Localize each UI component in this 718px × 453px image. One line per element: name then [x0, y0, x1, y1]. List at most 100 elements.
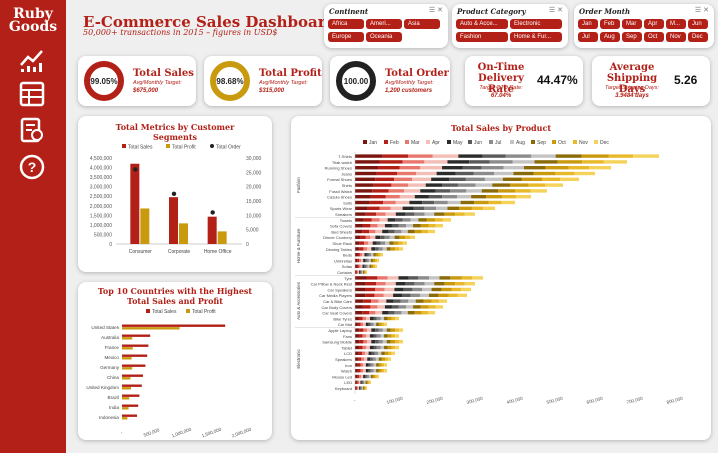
slicer-month-tools[interactable]: ☰ ✕ — [694, 7, 709, 14]
month-segment — [368, 258, 371, 263]
month-segment — [385, 212, 396, 216]
month-segment — [370, 235, 376, 239]
legend-label: Total Profit — [192, 309, 216, 315]
month-segment — [355, 357, 359, 361]
month-segment — [358, 316, 363, 321]
order-point — [133, 167, 138, 172]
month-segment — [455, 282, 465, 286]
month-segment — [407, 229, 415, 234]
month-segment — [425, 183, 443, 187]
month-segment — [355, 328, 360, 332]
month-segment — [357, 386, 359, 390]
legend-label: Nov — [579, 140, 588, 146]
month-segment — [360, 322, 364, 326]
sales-bar — [122, 394, 140, 397]
slicer-chip[interactable]: Electronic — [510, 19, 562, 29]
slicer-chip[interactable]: Dec — [688, 32, 708, 42]
month-segment — [384, 334, 388, 338]
kpi-ring: 100.00 — [336, 61, 376, 101]
slicer-chip[interactable]: Jan — [578, 19, 598, 29]
legend-swatch — [166, 144, 170, 148]
month-segment — [422, 200, 435, 205]
help-icon[interactable]: ? — [18, 153, 46, 181]
month-segment — [486, 195, 502, 199]
table-icon[interactable] — [18, 80, 46, 108]
segment-chart-card: Total Metrics by Customer Segments Total… — [78, 116, 272, 272]
month-segment — [442, 195, 458, 199]
month-segment — [359, 270, 361, 274]
slicer-category-tools[interactable]: ☰ ✕ — [548, 7, 563, 14]
slicer-chip[interactable]: Apr — [644, 19, 664, 29]
slicer-chip[interactable]: Ameri... — [366, 19, 402, 29]
month-segment — [355, 171, 377, 176]
legend-swatch — [186, 309, 190, 313]
slicer-chip[interactable]: Auto & Acce... — [456, 19, 508, 29]
month-segment — [385, 195, 400, 199]
month-segment — [378, 363, 382, 367]
month-segment — [395, 212, 406, 216]
y-tick-label: 1,500,000 — [90, 213, 112, 219]
slicer-chip[interactable]: Mar — [622, 19, 642, 29]
report-icon[interactable] — [18, 116, 46, 144]
month-segment — [362, 270, 364, 274]
month-segment — [403, 287, 413, 292]
slicer-chip[interactable]: Jul — [578, 32, 598, 42]
month-segment — [361, 374, 364, 379]
profit-bar — [140, 208, 150, 244]
slicer-chip[interactable]: Fashion — [456, 32, 508, 42]
month-segment — [361, 386, 363, 390]
month-segment — [359, 241, 365, 245]
month-segment — [464, 282, 475, 286]
month-segment — [451, 287, 462, 292]
slicer-chip[interactable]: Asia — [404, 19, 440, 29]
slicer-chip[interactable]: Nov — [666, 32, 686, 42]
slicer-chip[interactable]: Africa — [328, 19, 364, 29]
month-segment — [386, 340, 391, 344]
month-segment — [402, 218, 411, 222]
month-segment — [503, 166, 524, 170]
month-segment — [376, 322, 379, 326]
month-segment — [402, 206, 414, 210]
month-segment — [363, 340, 368, 344]
month-segment — [418, 276, 430, 280]
month-segment — [355, 229, 363, 234]
month-segment — [394, 229, 402, 234]
brand-logo[interactable]: Ruby Goods — [6, 7, 60, 34]
month-segment — [457, 183, 476, 187]
month-segment — [369, 334, 374, 338]
slicer-chip[interactable]: Home & Fur... — [510, 32, 562, 42]
slicer-chip[interactable]: Sep — [622, 32, 642, 42]
slicer-chip[interactable]: Europe — [328, 32, 364, 42]
slicer-chip[interactable]: Oct — [644, 32, 664, 42]
month-segment — [391, 305, 399, 309]
month-segment — [603, 160, 627, 164]
slicer-continent-tools[interactable]: ☰ ✕ — [428, 7, 443, 14]
month-segment — [360, 270, 361, 274]
month-segment — [393, 293, 403, 297]
month-segment — [399, 195, 415, 199]
x-tick-label: Consumer — [129, 249, 152, 255]
month-segment — [582, 160, 604, 164]
order-point — [210, 210, 215, 215]
slicer-chip[interactable]: Feb — [600, 19, 620, 29]
month-segment — [374, 351, 379, 355]
profit-bar — [122, 367, 133, 370]
month-segment — [365, 363, 369, 367]
slicer-chip[interactable]: Aug — [600, 32, 620, 42]
legend-label: Sep — [537, 140, 546, 146]
month-segment — [365, 212, 376, 216]
month-segment — [376, 282, 386, 286]
month-segment — [383, 200, 396, 205]
month-segment — [358, 386, 360, 390]
slicer-chip[interactable]: Jun — [688, 19, 708, 29]
month-segment — [513, 171, 534, 176]
month-segment — [435, 224, 443, 228]
slicer-chip[interactable]: M... — [666, 19, 686, 29]
month-segment — [362, 386, 364, 390]
chart-line-icon[interactable] — [18, 46, 46, 74]
slicer-chip[interactable]: Oceania — [366, 32, 402, 42]
month-segment — [439, 276, 451, 280]
month-segment — [362, 316, 367, 321]
month-segment — [362, 264, 365, 268]
month-segment — [355, 247, 360, 251]
